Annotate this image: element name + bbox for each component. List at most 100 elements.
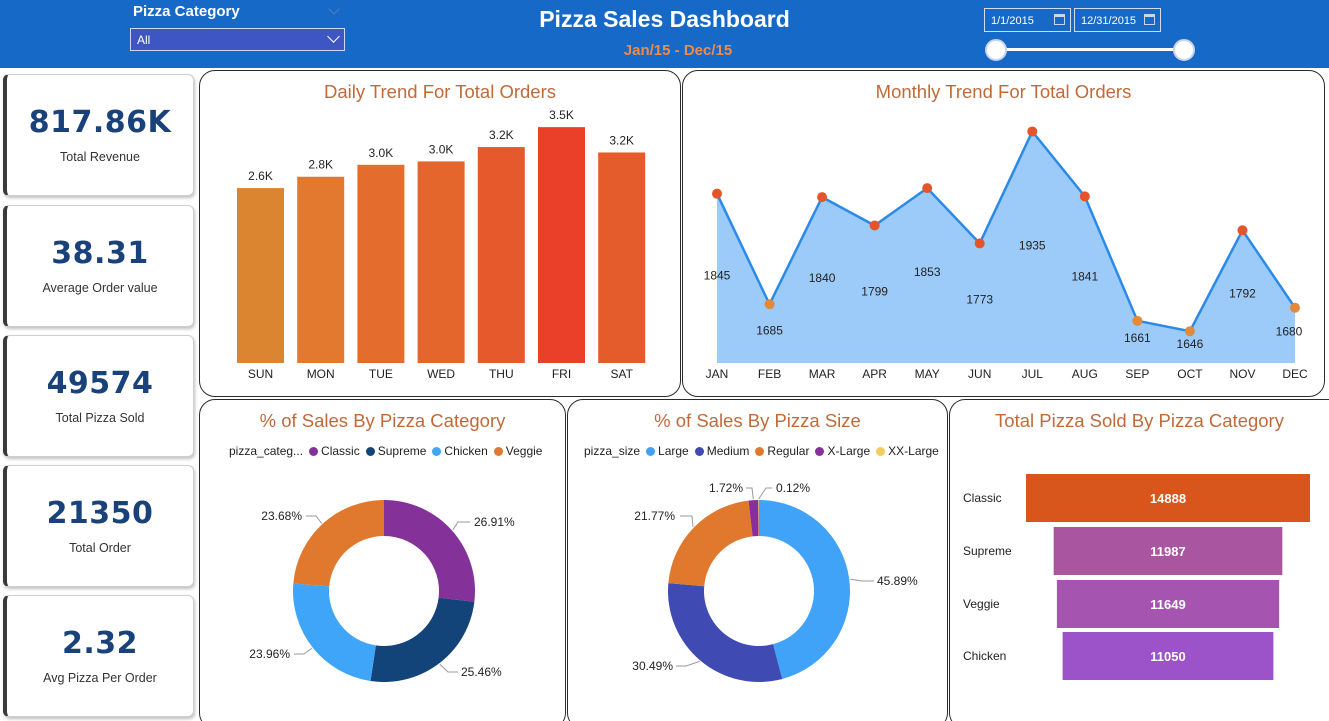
monthly-trend-panel: Monthly Trend For Total Orders 1845 JAN 16… (682, 70, 1325, 397)
pizza-category-dropdown-value: All (137, 33, 151, 47)
monthly-x-tick: FEB (758, 367, 781, 381)
donut-slice-x-large (748, 500, 759, 537)
monthly-x-tick: SEP (1125, 367, 1149, 381)
donut-leader-line (850, 578, 874, 582)
daily-x-tick: WED (427, 367, 455, 381)
monthly-point-label: 1646 (1177, 337, 1204, 351)
monthly-point-label: 1841 (1071, 269, 1098, 283)
legend-entry[interactable]: Veggie (505, 444, 543, 458)
daily-bar-label: 2.6K (248, 169, 273, 183)
pizza-sold-by-category-chart: 14888 Classic 11987 Supreme 11649 Veggie 11050… (963, 474, 1310, 680)
legend-entry[interactable]: Regular (767, 444, 810, 458)
date-range-end-handle[interactable] (1173, 39, 1195, 61)
donut-slice-label: 23.96% (249, 647, 290, 661)
donut-slice-veggie (293, 500, 384, 587)
dashboard-header: Pizza Category All Pizza Sales Dashboard… (0, 0, 1329, 68)
legend-entry[interactable]: Chicken (444, 444, 488, 458)
daily-bar-label: 3.5K (549, 108, 574, 122)
donut-leader-line (306, 515, 323, 524)
date-range-slider-track[interactable] (996, 48, 1184, 51)
legend-swatch (755, 447, 765, 456)
legend-entry[interactable]: Supreme (377, 444, 427, 458)
daily-bar-label: 3.2K (489, 128, 514, 142)
monthly-x-tick: OCT (1177, 367, 1203, 381)
donut-slice-label: 45.89% (877, 574, 918, 588)
donut-leader-line (439, 663, 458, 673)
monthly-x-tick: MAY (915, 367, 940, 381)
sales-by-size-legend: pizza_size Large Medium Regular X-Large XX-La… (584, 444, 939, 458)
monthly-point-label: 1792 (1229, 286, 1256, 300)
pizza-sold-category-label: Veggie (963, 597, 1000, 611)
daily-trend-chart: 2.6K SUN 2.8K MON 3.0K TUE 3.0K WED 3.2K THU 3.5K F… (237, 108, 646, 381)
daily-bar-fri (538, 127, 585, 363)
daily-bar-label: 3.2K (609, 133, 634, 147)
daily-x-tick: MON (307, 367, 335, 381)
pizza-sold-bar-label: 11050 (1150, 649, 1185, 664)
monthly-point-feb (764, 299, 775, 310)
daily-x-tick: TUE (369, 367, 393, 381)
pizza-category-dropdown[interactable]: All (130, 28, 345, 51)
donut-slice-label: 30.49% (632, 659, 673, 673)
donut-leader-line (452, 521, 470, 531)
legend-entry[interactable]: X-Large (827, 444, 871, 458)
monthly-point-jan (712, 188, 722, 199)
daily-trend-title: Daily Trend For Total Orders (323, 81, 557, 102)
monthly-point-aug (1079, 191, 1090, 202)
kpi-label: Average Order value (42, 281, 158, 295)
donut-leader-line (680, 515, 694, 527)
monthly-point-label: 1680 (1276, 325, 1303, 339)
donut-slice-xx-large (758, 500, 759, 537)
pizza-sold-category-label: Chicken (963, 649, 1006, 663)
daily-trend-panel: Daily Trend For Total Orders 2.6K SUN 2.8K… (199, 70, 681, 397)
monthly-x-tick: MAR (809, 367, 836, 381)
monthly-point-label: 1840 (809, 271, 836, 285)
legend-entry[interactable]: Medium (706, 444, 750, 458)
calendar-icon[interactable] (1054, 14, 1065, 25)
legend-entry[interactable]: XX-Large (888, 444, 939, 458)
start-date-value: 1/1/2015 (991, 15, 1034, 27)
legend-swatch (309, 447, 319, 456)
kpi-card-average-order-value: 38.31 Average Order value (3, 205, 194, 327)
donut-slice-label: 1.72% (709, 481, 743, 495)
kpi-label: Total Revenue (60, 150, 140, 164)
monthly-point-label: 1799 (861, 284, 888, 298)
pizza-sold-bar-chicken (1062, 632, 1274, 680)
kpi-card-total-order: 21350 Total Order (3, 465, 194, 587)
end-date-input[interactable]: 12/31/2015 (1074, 8, 1161, 32)
donut-slice-regular (668, 500, 753, 587)
kpi-card-total-revenue: 817.86K Total Revenue (3, 74, 194, 196)
legend-swatch (876, 447, 886, 456)
monthly-trend-chart: 1845 JAN 1685 FEB 1840 MAR 1799 APR 1853 MAY 1773 J… (704, 126, 1308, 381)
legend-swatch (432, 447, 442, 456)
monthly-point-jun (974, 238, 985, 249)
kpi-value: 38.31 (51, 236, 149, 271)
monthly-point-label: 1773 (966, 292, 993, 306)
legend-swatch (493, 447, 503, 456)
donut-slice-label: 0.12% (776, 481, 810, 495)
calendar-icon[interactable] (1144, 14, 1155, 25)
start-date-input[interactable]: 1/1/2015 (984, 8, 1071, 32)
date-range-start-handle[interactable] (985, 39, 1007, 61)
monthly-x-tick: JUL (1022, 367, 1044, 381)
monthly-point-apr (869, 220, 880, 231)
legend-entry[interactable]: Classic (321, 444, 360, 458)
legend-entry[interactable]: Large (658, 444, 689, 458)
legend-swatch (694, 447, 704, 456)
pizza-sold-bar-label: 11649 (1150, 597, 1185, 612)
donut-leader-line (746, 487, 754, 500)
sales-by-category-chart: 26.91% 25.46% 23.96% 23.68% (249, 500, 515, 682)
monthly-area-fill (717, 131, 1295, 363)
kpi-card-total-pizza-sold: 49574 Total Pizza Sold (3, 335, 194, 457)
daily-x-tick: SAT (610, 367, 633, 381)
pizza-sold-bar-label: 11987 (1150, 544, 1185, 559)
legend-title: pizza_categ... (229, 444, 304, 458)
daily-bar-thu (477, 147, 525, 363)
donut-leader-line (294, 647, 313, 655)
monthly-point-mar (817, 192, 828, 203)
daily-bar-tue (357, 164, 405, 363)
daily-bar-wed (417, 161, 465, 363)
monthly-point-oct (1184, 326, 1195, 337)
legend-swatch (815, 447, 825, 456)
kpi-label: Total Order (69, 541, 131, 555)
monthly-point-jul (1027, 126, 1038, 137)
